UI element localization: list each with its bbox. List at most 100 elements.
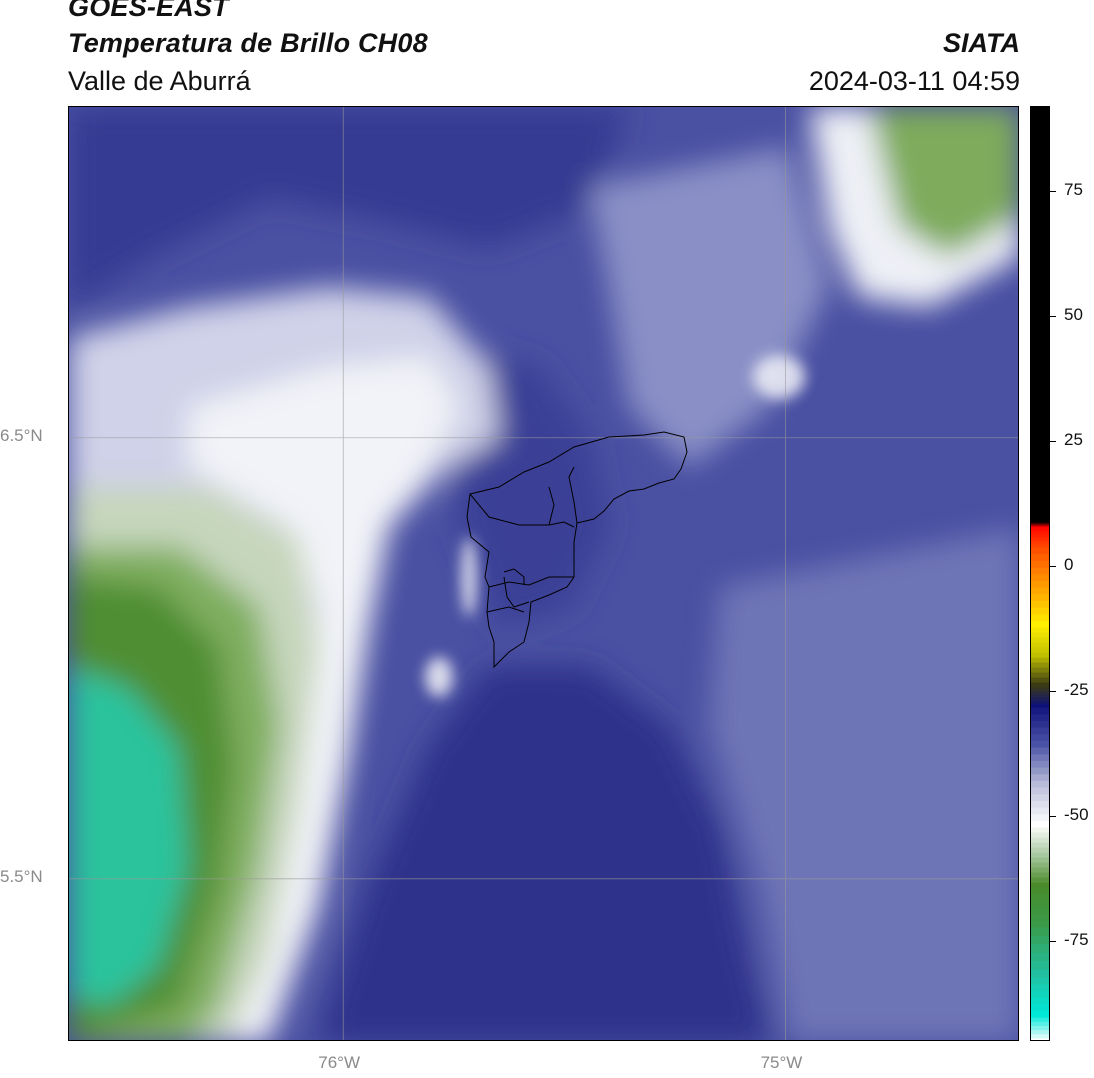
colorbar-band [1031,907,1049,915]
colorbar-band [1031,1003,1049,1011]
colorbar-band [1031,877,1049,883]
colorbar-band [1031,1010,1049,1018]
northeast-green-patch [869,107,1018,257]
colorbar-band [1031,524,1049,526]
colorbar-tick [1050,441,1056,442]
colorbar-band [1031,522,1049,524]
colorbar-tick-label: -75 [1064,930,1089,949]
colorbar-bands [1031,107,1049,1040]
colorbar-tick-label: 0 [1064,555,1074,574]
colorbar-band [1031,857,1049,863]
colorbar-band [1031,383,1049,454]
white-cloud-patch [753,355,805,399]
colorbar-band [1031,632,1049,638]
colorbar-tick-label: -25 [1064,680,1089,699]
colorbar-band [1031,620,1049,628]
lat-label: 6.5°N [0,425,43,445]
pale-streak [461,537,477,617]
colorbar-band [1031,314,1049,385]
colorbar-band [1031,1033,1049,1039]
timestamp-label: 2024-03-11 04:59 [808,66,1020,96]
colorbar-band [1031,1025,1049,1031]
boundary-north [469,493,575,528]
colorbar-band [1031,943,1049,953]
colorbar-tick [1050,691,1056,692]
colorbar-band [1031,720,1049,728]
colorbar-band [1031,107,1049,177]
colorbar-band [1031,882,1049,888]
brightness-temperature-map [68,106,1019,1041]
colorbar-band [1031,920,1049,928]
colorbar-band [1031,607,1049,615]
colorbar-band [1031,900,1049,908]
colorbar-band [1031,727,1049,735]
colorbar-band [1031,760,1049,768]
colorbar-band [1031,593,1049,601]
colorbar-band [1031,580,1049,588]
colorbar-band [1031,983,1049,991]
colorbar-tick-label: 75 [1064,180,1083,199]
colorbar-band [1031,547,1049,555]
colorbar-band [1031,813,1049,821]
colorbar-band [1031,703,1049,708]
colorbar-band [1031,667,1049,673]
colorbar-tick-label: 25 [1064,430,1083,449]
colorbar-tick [1050,941,1056,942]
colorbar-band [1031,697,1049,701]
colorbar-band [1031,787,1049,795]
colorbar-tick-label: 50 [1064,305,1083,324]
colorbar-band [1031,960,1049,970]
colorbar-tick [1050,816,1056,817]
deep-blue-region-north [69,107,629,307]
colorbar-band [1031,452,1049,523]
colorbar-tick [1050,566,1056,567]
colorbar-band [1031,567,1049,575]
colorbar-band [1031,637,1049,643]
colorbar-band [1031,767,1049,775]
colorbar-band [1031,913,1049,921]
boundary-valley-3 [488,576,574,588]
colorbar-band [1031,780,1049,788]
colorbar-band [1031,740,1049,748]
boundary-valley-2 [568,466,578,524]
colorbar-band [1031,977,1049,985]
colorbar-band [1031,887,1049,895]
boundary-valley-4 [503,568,525,585]
colorbar-band [1031,893,1049,901]
colorbar-band [1031,852,1049,858]
colorbar-band [1031,687,1049,691]
colorbar-band [1031,842,1049,848]
colorbar-band [1031,1029,1049,1035]
boundary-valley-1 [548,486,555,526]
colorbar-band [1031,573,1049,581]
colorbar-band [1031,832,1049,838]
colorbar-band [1031,245,1049,316]
colorbar-band [1031,700,1049,705]
colorbar-band [1031,540,1049,545]
deep-blue-region-south [319,667,769,1040]
white-ridge-core [189,357,459,1040]
colorbar-band [1031,773,1049,781]
colorbar-band [1031,990,1049,998]
colorbar-band [1031,537,1049,541]
colorbar-band [1031,533,1049,538]
colorbar-band [1031,662,1049,668]
colorbar-band [1031,1037,1049,1040]
colorbar-band [1031,642,1049,648]
colorbar-band [1031,657,1049,663]
colorbar-band [1031,935,1049,945]
colorbar-tick-label: -50 [1064,805,1089,824]
title-region: Valle de Aburrá [68,66,251,96]
colorbar-band [1031,530,1049,535]
colorbar-band [1031,807,1049,815]
colorbar-band [1031,553,1049,561]
colorbar-band [1031,525,1049,527]
colorbar-band [1031,587,1049,595]
colorbar-band [1031,176,1049,246]
lighter-blue-region-east [709,527,1018,1040]
title-satellite: GOES-EAST [68,0,229,22]
colorbar-band [1031,682,1049,688]
colorbar-band [1031,753,1049,761]
gridlines [69,107,1018,1040]
colorbar-band [1031,713,1049,721]
